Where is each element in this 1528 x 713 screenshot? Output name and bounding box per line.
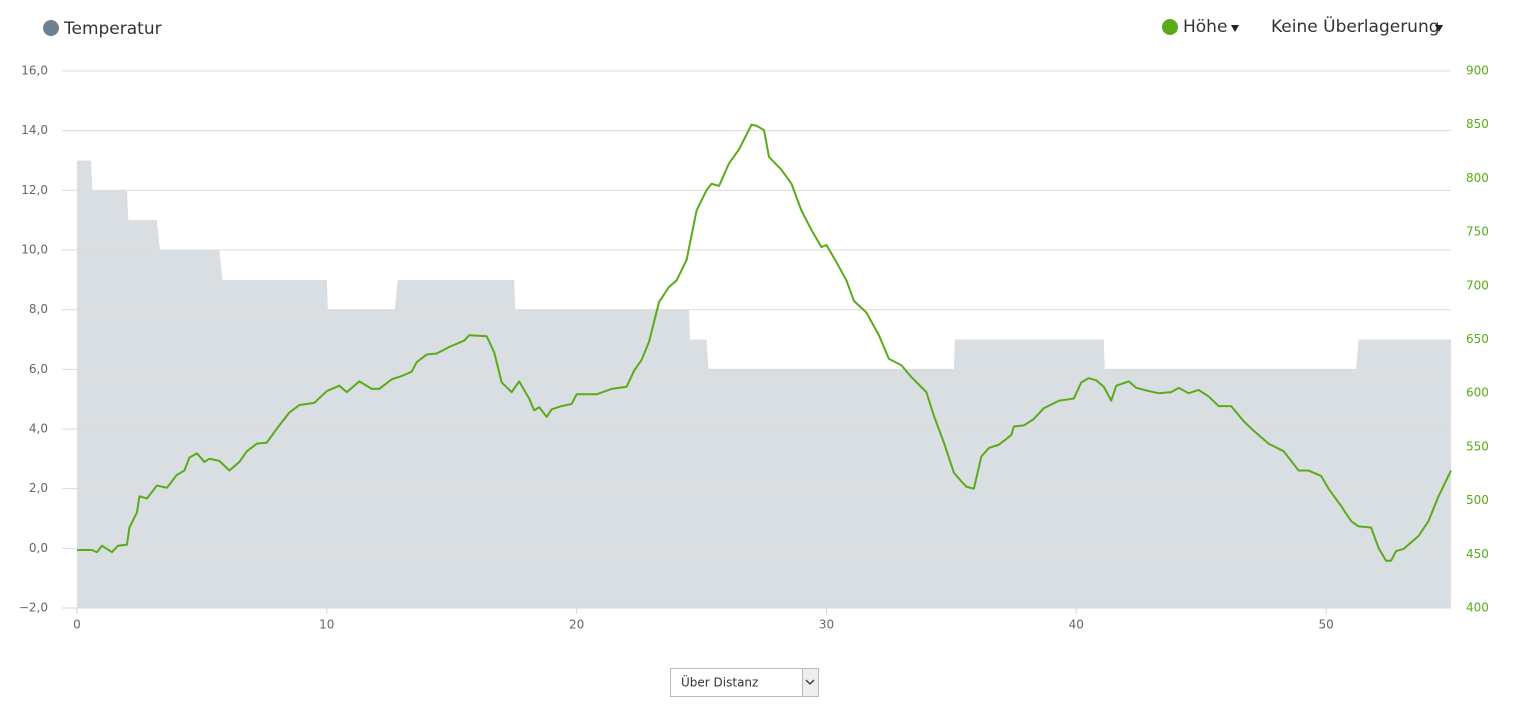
mode-label[interactable]: Über Distanz [681,674,758,690]
overlay-select[interactable]: Keine Überlagerung [1271,15,1440,37]
legend-marker[interactable] [43,20,59,36]
y-tick-label: 4,0 [29,422,48,436]
y-tick-label: 14,0 [21,123,48,137]
x-tick-label: 20 [569,618,584,632]
x-tick-label: 30 [819,618,834,632]
x-tick-label: 10 [319,618,334,632]
y2-tick-label: 650 [1466,332,1489,346]
y-tick-label: 16,0 [21,64,48,78]
y2-tick-label: 850 [1466,117,1489,131]
y2-tick-label: 400 [1466,601,1489,615]
dropdown-arrow[interactable] [1435,25,1443,32]
y-tick-label: 6,0 [29,362,48,376]
y-tick-label: 2,0 [29,481,48,495]
y2-tick-label: 500 [1466,493,1489,507]
y-tick-label: 8,0 [29,302,48,316]
y-tick-label: 10,0 [21,243,48,257]
y2-tick-label: 450 [1466,547,1489,561]
dropdown-arrow[interactable] [1231,25,1239,32]
x-tick-label: 0 [73,618,81,632]
y2-tick-label: 800 [1466,171,1489,185]
y2-tick-label: 700 [1466,278,1489,292]
elevation-line [77,123,1452,562]
y-tick-label: −2,0 [19,601,48,615]
legend-label[interactable]: Höhe [1183,17,1227,37]
select-button[interactable] [802,668,819,697]
y-tick-label: 12,0 [21,183,48,197]
x-tick-label: 40 [1069,618,1084,632]
legend-marker[interactable] [1162,19,1178,35]
legend-label[interactable]: Temperatur [63,19,162,39]
x-tick-label: 50 [1318,618,1333,632]
y2-tick-label: 600 [1466,386,1489,400]
y-tick-label: 0,0 [29,541,48,555]
y2-tick-label: 750 [1466,225,1489,239]
y2-tick-label: 550 [1466,439,1489,453]
temperature-area [77,160,1451,608]
select-arrow [805,679,815,685]
y2-tick-label: 900 [1466,64,1489,78]
